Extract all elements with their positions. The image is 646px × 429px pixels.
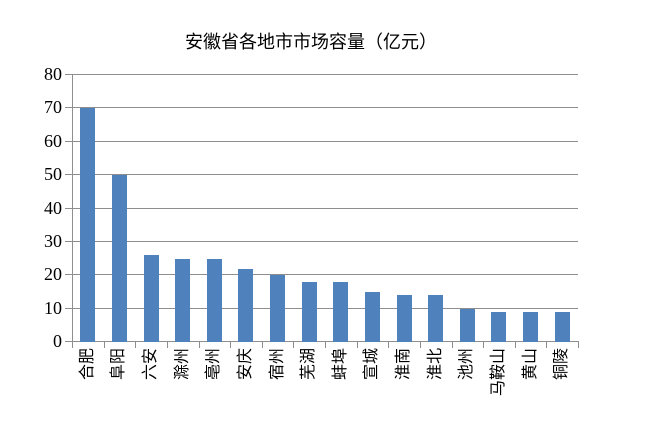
x-tick-label: 芜湖: [300, 348, 318, 381]
bar-0: [80, 108, 96, 342]
x-axis-tick: [578, 342, 579, 348]
x-tick-label: 铜陵: [553, 348, 571, 381]
x-tick-label: 蚌埠: [331, 348, 349, 381]
x-tick-label: 淮北: [426, 348, 444, 381]
x-tick-label: 马鞍山: [489, 348, 507, 397]
y-axis-tick: [65, 140, 72, 142]
x-axis-tick: [483, 342, 485, 348]
bar-12: [459, 308, 475, 342]
gridline: [72, 207, 578, 209]
x-axis-tick: [546, 342, 548, 348]
y-axis-tick: [65, 207, 72, 209]
y-tick-label: 70: [44, 97, 62, 118]
bar-7: [301, 281, 317, 342]
x-axis-tick: [261, 342, 263, 348]
y-axis-line: [72, 75, 73, 343]
y-axis-tick: [65, 341, 72, 342]
gridline: [72, 274, 578, 276]
gridline: [72, 74, 578, 75]
x-tick-label: 淮南: [395, 348, 413, 381]
y-tick-label: 50: [44, 164, 62, 185]
bar-10: [396, 295, 412, 342]
x-axis-tick: [230, 342, 232, 348]
bar-13: [491, 311, 507, 342]
x-tick-label: 黄山: [521, 348, 539, 381]
y-tick-label: 60: [44, 130, 62, 151]
y-tick-label: 30: [44, 230, 62, 251]
y-axis-tick: [65, 74, 72, 75]
bar-4: [206, 258, 222, 342]
y-axis-tick: [65, 107, 72, 109]
y-axis-tick: [65, 174, 72, 176]
x-tick-label: 池州: [458, 348, 476, 381]
x-axis-line: [72, 341, 579, 342]
bar-5: [238, 268, 254, 342]
x-tick-label: 宣城: [363, 348, 381, 381]
chart-title: 安徽省各地市市场容量（亿元）: [185, 32, 437, 52]
x-axis-tick: [198, 342, 200, 348]
x-axis-tick: [325, 342, 326, 348]
x-axis-tick: [514, 342, 516, 348]
gridline: [72, 140, 578, 142]
x-tick-label: 宿州: [268, 348, 286, 381]
x-axis-tick: [451, 342, 453, 348]
x-tick-label: 亳州: [205, 348, 223, 381]
bar-9: [364, 291, 380, 342]
x-axis-tick: [419, 342, 421, 348]
x-tick-label: 六安: [142, 348, 160, 381]
y-tick-label: 10: [44, 297, 62, 318]
x-tick-label: 阜阳: [110, 348, 128, 381]
y-tick-label: 0: [53, 331, 62, 351]
bar-11: [428, 295, 444, 342]
gridline: [72, 307, 578, 309]
y-axis-tick: [65, 307, 72, 309]
gridline: [72, 240, 578, 242]
y-tick-label: 20: [44, 264, 62, 285]
x-axis-tick: [166, 342, 168, 348]
bar-1: [111, 175, 127, 342]
gridline: [72, 174, 578, 176]
bar-8: [333, 281, 349, 342]
bar-6: [270, 275, 286, 342]
x-axis-tick: [293, 342, 295, 348]
x-axis-tick: [388, 342, 390, 348]
x-axis-tick: [356, 342, 358, 348]
gridline: [72, 107, 578, 109]
bar-2: [143, 255, 159, 342]
y-axis-tick: [65, 240, 72, 242]
bar-14: [523, 311, 539, 342]
bar-15: [554, 311, 570, 342]
x-tick-label: 安庆: [236, 348, 254, 381]
x-tick-label: 合肥: [78, 348, 96, 381]
x-axis-tick: [103, 342, 105, 348]
y-tick-label: 40: [44, 197, 62, 218]
x-axis-tick: [72, 342, 73, 348]
x-tick-label: 滁州: [173, 348, 191, 381]
x-axis-tick: [135, 342, 137, 348]
bar-3: [175, 258, 191, 342]
y-axis-tick: [65, 274, 72, 276]
y-tick-label: 80: [44, 64, 62, 84]
